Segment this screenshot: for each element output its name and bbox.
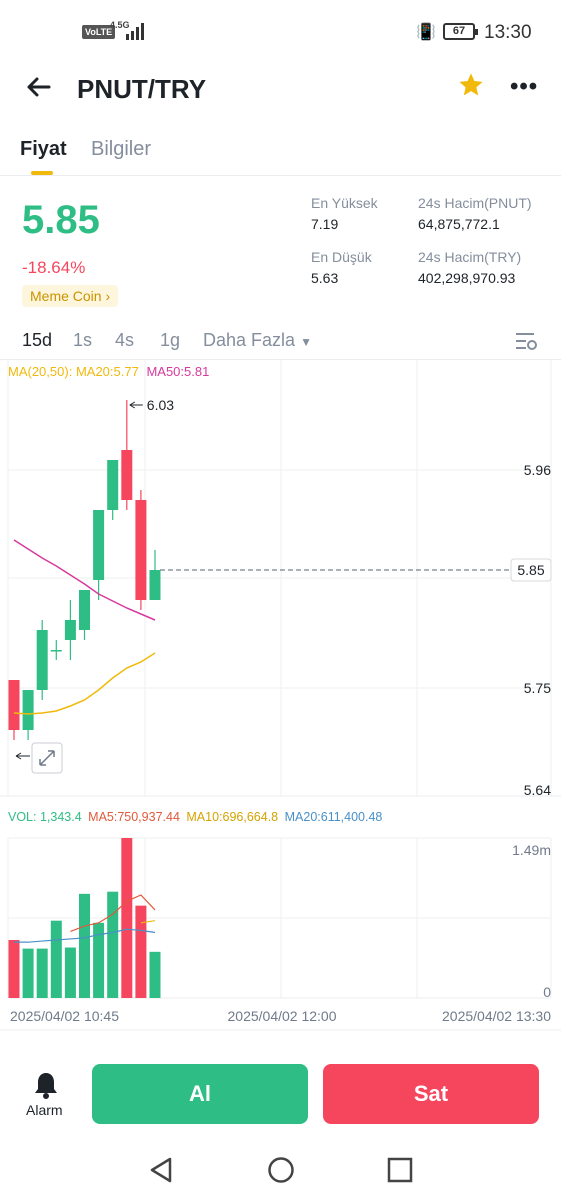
battery-icon: 67 xyxy=(443,23,478,40)
volume-bar xyxy=(50,920,62,998)
vol-ma20-line xyxy=(14,928,156,943)
chart-settings-icon[interactable] xyxy=(514,330,538,352)
network-type: 4.5G xyxy=(110,20,130,30)
price-axis-label: 5.75 xyxy=(524,680,551,696)
stat-high-value: 7.19 xyxy=(311,216,339,232)
signal-icon xyxy=(126,23,144,40)
ma50-value: MA50:5.81 xyxy=(146,364,210,379)
page-title: PNUT/TRY xyxy=(77,74,207,104)
candle-body xyxy=(36,630,48,690)
volte-badge: VoLTE xyxy=(82,25,116,39)
alarm-label[interactable]: Alarm xyxy=(26,1102,63,1118)
volume-axis-zero: 0 xyxy=(543,984,551,1000)
high-marker-arrow xyxy=(129,401,136,409)
vol-ma10-value: MA10:696,664.8 xyxy=(186,810,279,824)
stat-low-label: En Düşük xyxy=(311,249,372,265)
volume-bar xyxy=(93,922,105,998)
candle-body xyxy=(149,570,161,600)
interval-15d[interactable]: 15d xyxy=(22,330,53,350)
status-bar: VoLTE 4.5G 📳 67 13:30 xyxy=(0,0,561,64)
time-axis-label: 2025/04/02 13:30 xyxy=(442,1008,551,1024)
volume-axis-max: 1.49m xyxy=(512,842,551,858)
buy-button[interactable]: Al xyxy=(92,1064,308,1124)
volume-legend: VOL: 1,343.4 MA5:750,937.44 MA10:696,664… xyxy=(8,810,382,824)
more-icon[interactable]: ••• xyxy=(510,73,539,100)
price-axis-label: 5.64 xyxy=(524,782,551,798)
last-price-label: 5.85 xyxy=(517,562,544,578)
volume-bar xyxy=(107,891,119,998)
system-nav-bar xyxy=(0,1140,561,1200)
ma20-value: MA20:5.77 xyxy=(75,364,139,379)
meme-coin-tag[interactable]: Meme Coin › xyxy=(22,285,119,307)
volume-bar xyxy=(149,951,161,998)
price-change: -18.64% xyxy=(22,258,86,277)
bottom-action-bar: Alarm Al Sat xyxy=(0,1060,561,1140)
tab-info[interactable]: Bilgiler xyxy=(91,138,152,160)
volume-bar xyxy=(121,838,133,998)
price-axis-label: 5.96 xyxy=(524,462,551,478)
stat-vol-quote-value: 402,298,970.93 xyxy=(418,270,516,286)
candle-body xyxy=(79,590,90,630)
stat-vol-quote-label: 24s Hacim(TRY) xyxy=(418,249,522,265)
stat-vol-base-value: 64,875,772.1 xyxy=(418,216,500,232)
nav-back-icon[interactable] xyxy=(148,1156,174,1184)
candle-body xyxy=(121,450,133,500)
volume-bar xyxy=(36,948,48,998)
chart-canvas[interactable]: 5.96 5.75 5.64 6.03 5.85 1.49m 0 2025/04/02 10:… xyxy=(0,360,561,1060)
interval-selector: 15d 1s 4s 1g Daha Fazla ▼ xyxy=(0,322,561,360)
star-icon[interactable] xyxy=(457,71,485,99)
tag-label: Meme Coin xyxy=(30,288,102,304)
vol-value: VOL: 1,343.4 xyxy=(8,810,82,824)
candle-body xyxy=(93,510,105,580)
high-marker-label: 6.03 xyxy=(147,397,174,413)
candle-body xyxy=(64,620,76,640)
vibrate-icon: 📳 xyxy=(416,24,436,41)
sell-button[interactable]: Sat xyxy=(323,1064,539,1124)
low-marker-arrow xyxy=(15,752,30,760)
nav-home-icon[interactable] xyxy=(267,1156,295,1184)
expand-icon-arrows xyxy=(39,750,55,766)
candle-body xyxy=(107,460,119,510)
ma50-line xyxy=(13,539,156,621)
tab-bar: Fiyat Bilgiler xyxy=(0,128,561,176)
vol-ma10-line xyxy=(140,920,156,924)
ma-legend-title: MA(20,50): xyxy=(8,364,73,379)
interval-1g[interactable]: 1g xyxy=(160,330,181,350)
caret-down-icon: ▼ xyxy=(300,335,312,349)
interval-more-label: Daha Fazla xyxy=(203,330,296,350)
stat-vol-base-label: 24s Hacim(PNUT) xyxy=(418,195,532,211)
time-axis-label: 2025/04/02 12:00 xyxy=(228,1008,337,1024)
interval-1s[interactable]: 1s xyxy=(73,330,93,350)
vol-ma5-value: MA5:750,937.44 xyxy=(88,810,180,824)
time-axis-label: 2025/04/02 10:45 xyxy=(10,1008,119,1024)
vol-ma5-line xyxy=(70,894,156,932)
interval-more[interactable]: Daha Fazla ▼ xyxy=(203,330,312,351)
tab-price[interactable]: Fiyat xyxy=(20,138,67,175)
volume-bar xyxy=(135,905,147,998)
nav-recents-icon[interactable] xyxy=(387,1157,413,1183)
chevron-right-icon: › xyxy=(105,288,111,304)
volume-bar xyxy=(8,940,20,998)
interval-4s[interactable]: 4s xyxy=(115,330,135,350)
candle-body xyxy=(22,690,34,730)
candle-body xyxy=(8,680,20,730)
bell-icon[interactable] xyxy=(33,1071,59,1099)
volume-bar xyxy=(79,893,90,998)
arrow-left-icon[interactable] xyxy=(24,72,54,102)
vol-ma20-value: MA20:611,400.48 xyxy=(284,810,383,824)
ma-legend: MA(20,50): MA20:5.77 MA50:5.81 xyxy=(8,364,209,379)
price-chart[interactable]: 5.96 5.75 5.64 6.03 5.85 1.49m 0 2025/04/02 10:… xyxy=(0,360,561,1060)
last-price-box xyxy=(510,558,552,582)
candle-body xyxy=(50,650,62,652)
clock: 13:30 xyxy=(484,22,532,43)
candle-body xyxy=(135,500,147,600)
ma20-line xyxy=(13,652,156,715)
last-price: 5.85 xyxy=(22,198,100,242)
volume-bar xyxy=(64,947,76,998)
volume-bar xyxy=(22,948,34,998)
header: PNUT/TRY ••• xyxy=(0,64,561,114)
stat-high-label: En Yüksek xyxy=(311,195,378,211)
stat-low-value: 5.63 xyxy=(311,270,339,286)
